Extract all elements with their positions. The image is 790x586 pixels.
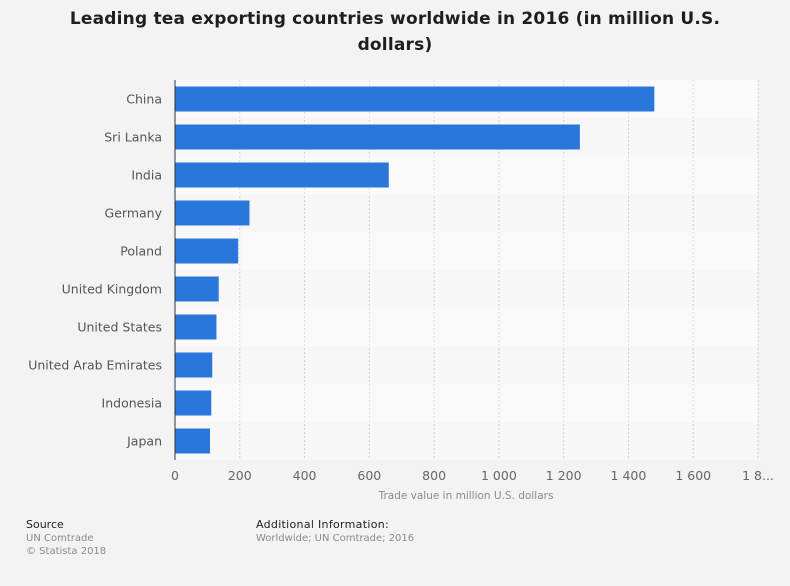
x-tick-label: 1 8... (742, 468, 774, 483)
source-label: Source (26, 518, 64, 531)
row-band (175, 384, 758, 422)
bar-united-kingdom (175, 276, 219, 302)
category-label: United Kingdom (62, 282, 162, 297)
x-tick-label: 1 200 (546, 468, 582, 483)
additional-info-label: Additional Information: (256, 518, 389, 531)
x-tick-label: 400 (293, 468, 317, 483)
bar-united-arab-emirates (175, 352, 213, 378)
x-tick-label: 0 (171, 468, 179, 483)
chart-title: Leading tea exporting countries worldwid… (69, 9, 721, 55)
x-tick-label: 1 000 (481, 468, 517, 483)
category-label: China (126, 92, 162, 107)
category-labels: China Sri Lanka India Germany Poland United K… (28, 92, 162, 449)
bar-germany (175, 200, 250, 226)
x-tick-label: 800 (422, 468, 446, 483)
category-label: India (131, 168, 162, 183)
bar-indonesia (175, 390, 212, 416)
gridlines (239, 80, 759, 460)
additional-info-line-1: Worldwide; UN Comtrade; 2016 (256, 533, 415, 544)
source-block: Source UN Comtrade © Statista 2018 (26, 518, 106, 558)
source-line-1: UN Comtrade (26, 533, 94, 544)
x-tick-label: 1 600 (675, 468, 711, 483)
bars (175, 86, 655, 454)
row-band (175, 308, 758, 346)
bar-japan (175, 428, 210, 454)
row-band (175, 232, 758, 270)
bar-united-states (175, 314, 217, 340)
category-label: Germany (105, 206, 163, 221)
x-axis-label: Trade value in million U.S. dollars (378, 490, 554, 502)
category-label: Indonesia (102, 396, 162, 411)
category-label: Poland (120, 244, 162, 259)
x-tick-label: 600 (357, 468, 381, 483)
bar-poland (175, 238, 239, 264)
category-label: United Arab Emirates (28, 358, 162, 373)
x-tick-labels: 0 200 400 600 800 1 000 1 200 1 400 1 600 1 8... (171, 468, 774, 483)
source-line-2: © Statista 2018 (26, 546, 107, 557)
x-tick-label: 1 400 (611, 468, 647, 483)
additional-info-block: Additional Information: Worldwide; UN Co… (256, 518, 414, 545)
bar-india (175, 162, 389, 188)
x-tick-label: 200 (228, 468, 252, 483)
category-label: United States (77, 320, 162, 335)
category-label: Sri Lanka (104, 130, 162, 145)
bar-sri-lanka (175, 124, 580, 150)
bar-china (175, 86, 655, 112)
category-label: Japan (126, 434, 162, 449)
